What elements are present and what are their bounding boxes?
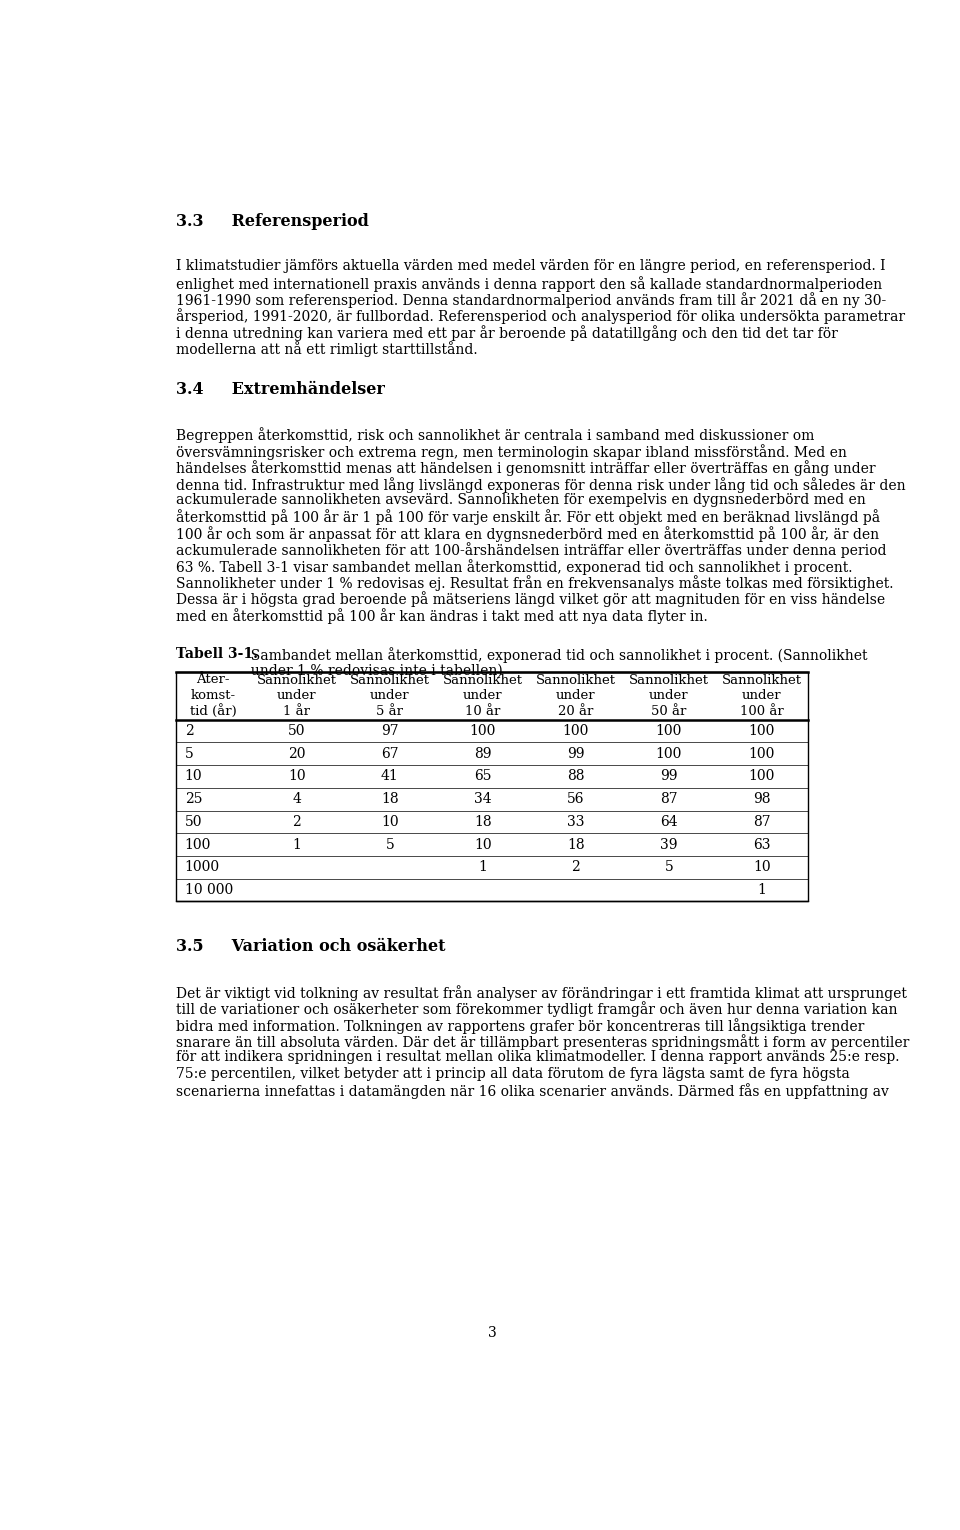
Text: Det är viktigt vid tolkning av resultat från analyser av förändringar i ett fram: Det är viktigt vid tolkning av resultat … <box>176 985 906 1001</box>
Text: 100: 100 <box>469 724 496 737</box>
Text: Dessa är i högsta grad beroende på mätseriens längd vilket gör att magnituden fö: Dessa är i högsta grad beroende på mätse… <box>176 592 885 607</box>
Text: 5: 5 <box>386 837 395 852</box>
Text: Åter-
komst-
tid (år): Åter- komst- tid (år) <box>190 673 236 719</box>
Text: 100: 100 <box>656 747 682 760</box>
Text: 99: 99 <box>660 770 678 783</box>
Text: 88: 88 <box>567 770 585 783</box>
Text: 50: 50 <box>184 815 203 829</box>
Text: för att indikera spridningen i resultat mellan olika klimatmodeller. I denna rap: för att indikera spridningen i resultat … <box>176 1051 900 1065</box>
Text: 3.5     Variation och osäkerhet: 3.5 Variation och osäkerhet <box>176 938 445 955</box>
Text: 10: 10 <box>288 770 305 783</box>
Text: 33: 33 <box>567 815 585 829</box>
Text: 100: 100 <box>656 724 682 737</box>
Text: Sannolikhet
under
20 år: Sannolikhet under 20 år <box>536 673 615 718</box>
Text: 63: 63 <box>753 837 771 852</box>
Text: 2: 2 <box>293 815 301 829</box>
Text: 41: 41 <box>381 770 398 783</box>
Text: 65: 65 <box>474 770 492 783</box>
Text: 1000: 1000 <box>184 860 220 874</box>
Text: årsperiod, 1991-2020, är fullbordad. Referensperiod och analysperiod för olika u: årsperiod, 1991-2020, är fullbordad. Ref… <box>176 309 905 324</box>
Text: 2: 2 <box>571 860 580 874</box>
Text: 5: 5 <box>664 860 673 874</box>
Text: snarare än till absoluta värden. Där det är tillämpbart presenteras spridningsmå: snarare än till absoluta värden. Där det… <box>176 1034 909 1050</box>
Text: 75:e percentilen, vilket betyder att i princip all data förutom de fyra lägsta s: 75:e percentilen, vilket betyder att i p… <box>176 1066 850 1080</box>
Bar <box>176 672 808 901</box>
Text: Begreppen återkomsttid, risk och sannolikhet är centrala i samband med diskussio: Begreppen återkomsttid, risk och sannoli… <box>176 427 814 444</box>
Text: denna tid. Infrastruktur med lång livslängd exponeras för denna risk under lång : denna tid. Infrastruktur med lång livslä… <box>176 477 905 493</box>
Text: 1: 1 <box>478 860 488 874</box>
Text: 98: 98 <box>753 793 771 806</box>
Text: 3.3     Referensperiod: 3.3 Referensperiod <box>176 213 369 230</box>
Text: 34: 34 <box>474 793 492 806</box>
Text: 1961-1990 som referensperiod. Denna standardnormalperiod används fram till år 20: 1961-1990 som referensperiod. Denna stan… <box>176 292 886 308</box>
Text: scenarierna innefattas i datamängden när 16 olika scenarier används. Därmed fås : scenarierna innefattas i datamängden när… <box>176 1083 889 1099</box>
Text: översvämningsrisker och extrema regn, men terminologin skapar ibland missförstån: översvämningsrisker och extrema regn, me… <box>176 444 847 459</box>
Text: Sannolikhet
under
1 år: Sannolikhet under 1 år <box>257 673 337 718</box>
Text: till de variationer och osäkerheter som förekommer tydligt framgår och även hur : till de variationer och osäkerheter som … <box>176 1001 898 1017</box>
Text: enlighet med internationell praxis används i denna rapport den så kallade standa: enlighet med internationell praxis använ… <box>176 275 882 292</box>
Text: 1: 1 <box>293 837 301 852</box>
Text: 2: 2 <box>184 724 194 737</box>
Text: 100: 100 <box>184 837 211 852</box>
Text: Sannolikhet
under
5 år: Sannolikhet under 5 år <box>349 673 430 718</box>
Text: I klimatstudier jämförs aktuella värden med medel värden för en längre period, e: I klimatstudier jämförs aktuella värden … <box>176 260 885 274</box>
Text: 10: 10 <box>753 860 771 874</box>
Text: i denna utredning kan variera med ett par år beroende på datatillgång och den ti: i denna utredning kan variera med ett pa… <box>176 324 838 341</box>
Text: 4: 4 <box>293 793 301 806</box>
Text: 89: 89 <box>474 747 492 760</box>
Text: 99: 99 <box>567 747 585 760</box>
Text: Sannolikhet
under
50 år: Sannolikhet under 50 år <box>629 673 708 718</box>
Text: 10 000: 10 000 <box>184 883 233 897</box>
Text: 87: 87 <box>753 815 771 829</box>
Text: återkomsttid på 100 år är 1 på 100 för varje enskilt år. För ett objekt med en b: återkomsttid på 100 år är 1 på 100 för v… <box>176 509 880 525</box>
Text: 87: 87 <box>660 793 678 806</box>
Text: 63 %. Tabell 3-1 visar sambandet mellan återkomsttid, exponerad tid och sannolik: 63 %. Tabell 3-1 visar sambandet mellan … <box>176 558 852 574</box>
Text: 1: 1 <box>757 883 766 897</box>
Text: 3.4     Extremhändelser: 3.4 Extremhändelser <box>176 381 385 398</box>
Text: händelses återkomsttid menas att händelsen i genomsnitt inträffar eller överträf: händelses återkomsttid menas att händels… <box>176 461 876 476</box>
Text: ackumulerade sannolikheten för att 100-årshändelsen inträffar eller överträffas : ackumulerade sannolikheten för att 100-å… <box>176 542 886 558</box>
Text: 97: 97 <box>381 724 398 737</box>
Text: 3: 3 <box>488 1327 496 1340</box>
Text: 50: 50 <box>288 724 305 737</box>
Text: 100: 100 <box>563 724 589 737</box>
Text: 20: 20 <box>288 747 305 760</box>
Text: 56: 56 <box>567 793 585 806</box>
Text: 100: 100 <box>749 747 775 760</box>
Text: 10: 10 <box>184 770 203 783</box>
Text: modellerna att nå ett rimligt starttillstånd.: modellerna att nå ett rimligt starttills… <box>176 341 477 358</box>
Text: 25: 25 <box>184 793 203 806</box>
Text: 18: 18 <box>474 815 492 829</box>
Text: med en återkomsttid på 100 år kan ändras i takt med att nya data flyter in.: med en återkomsttid på 100 år kan ändras… <box>176 607 708 624</box>
Text: 67: 67 <box>381 747 398 760</box>
Text: Tabell 3-1.: Tabell 3-1. <box>176 647 258 661</box>
Text: Sambandet mellan återkomsttid, exponerad tid och sannolikhet i procent. (Sannoli: Sambandet mellan återkomsttid, exponerad… <box>242 647 867 662</box>
Text: Sannolikhet
under
10 år: Sannolikhet under 10 år <box>443 673 523 718</box>
Text: under 1 % redovisas inte i tabellen): under 1 % redovisas inte i tabellen) <box>242 664 502 678</box>
Text: 18: 18 <box>381 793 398 806</box>
Text: 100: 100 <box>749 770 775 783</box>
Text: 100: 100 <box>749 724 775 737</box>
Text: 10: 10 <box>381 815 398 829</box>
Text: 5: 5 <box>184 747 194 760</box>
Text: ackumulerade sannolikheten avsevärd. Sannolikheten för exempelvis en dygnsnederb: ackumulerade sannolikheten avsevärd. San… <box>176 493 866 506</box>
Text: Sannolikhet
under
100 år: Sannolikhet under 100 år <box>722 673 802 718</box>
Text: bidra med information. Tolkningen av rapportens grafer bör koncentreras till lån: bidra med information. Tolkningen av rap… <box>176 1017 864 1034</box>
Text: 10: 10 <box>474 837 492 852</box>
Text: 64: 64 <box>660 815 678 829</box>
Text: 39: 39 <box>660 837 678 852</box>
Text: 100 år och som är anpassat för att klara en dygnsnederbörd med en återkomsttid p: 100 år och som är anpassat för att klara… <box>176 526 879 542</box>
Text: Sannolikheter under 1 % redovisas ej. Resultat från en frekvensanalys måste tolk: Sannolikheter under 1 % redovisas ej. Re… <box>176 575 894 591</box>
Text: 18: 18 <box>567 837 585 852</box>
